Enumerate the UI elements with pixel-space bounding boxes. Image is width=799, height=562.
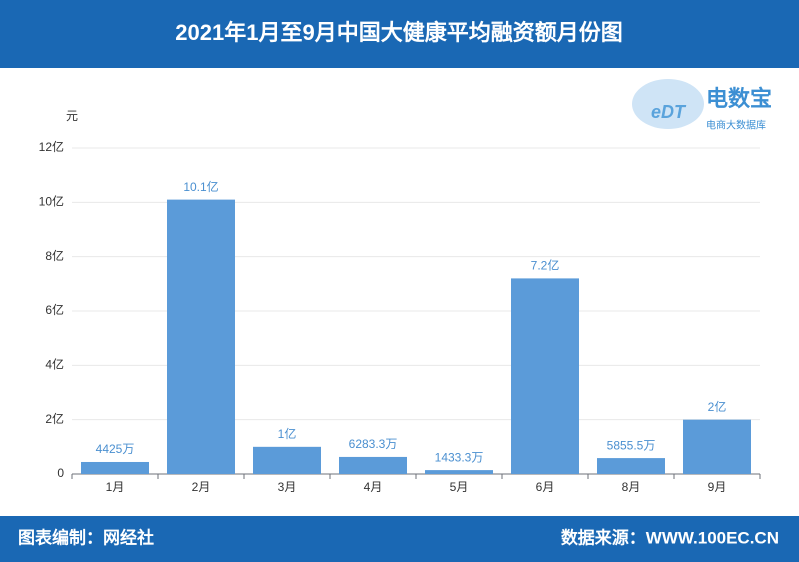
logo-cloud [632,79,704,129]
logo-name: 电数宝 [706,86,772,111]
x-tick-label: 1月 [106,480,125,494]
footer-right: 数据来源：WWW.100EC.CN [561,527,779,547]
x-tick-label: 5月 [450,480,469,494]
y-tick-label: 6亿 [45,302,64,317]
y-tick-label: 10亿 [39,194,64,209]
bar [339,456,407,474]
bar [597,458,665,474]
y-axis-label: 元 [66,109,78,123]
footer-bar [0,516,799,562]
x-tick-label: 3月 [278,480,297,494]
x-tick-label: 4月 [364,480,383,494]
y-tick-label: 8亿 [45,248,64,263]
bar [167,199,235,474]
value-label: 2亿 [708,399,727,414]
value-label: 7.2亿 [531,258,560,273]
y-tick-label: 4亿 [45,357,64,372]
value-label: 1433.3万 [435,450,484,464]
bar [511,278,579,474]
y-tick-label: 0 [57,466,64,480]
logo: eDT 电数宝 电商大数据库 [632,79,772,132]
logo-subtitle: 电商大数据库 [706,119,766,132]
y-tick-label: 12亿 [39,139,64,154]
header-bar [0,0,799,68]
bar [253,446,321,474]
value-label: 1亿 [278,426,297,441]
y-tick-label: 2亿 [45,411,64,426]
chart-title: 2021年1月至9月中国大健康平均融资额月份图 [175,20,622,45]
value-label: 5855.5万 [607,438,656,452]
footer-left: 图表编制：网经社 [18,527,154,547]
bar [425,470,493,474]
value-label: 4425万 [96,442,135,456]
x-tick-label: 8月 [622,480,641,494]
x-tick-label: 6月 [536,480,555,494]
bar [81,461,149,474]
value-label: 10.1亿 [183,179,218,194]
logo-mark: eDT [651,102,687,122]
x-tick-label: 9月 [708,480,727,494]
x-tick-label: 2月 [192,480,211,494]
value-label: 6283.3万 [349,437,398,451]
bar [683,419,751,474]
